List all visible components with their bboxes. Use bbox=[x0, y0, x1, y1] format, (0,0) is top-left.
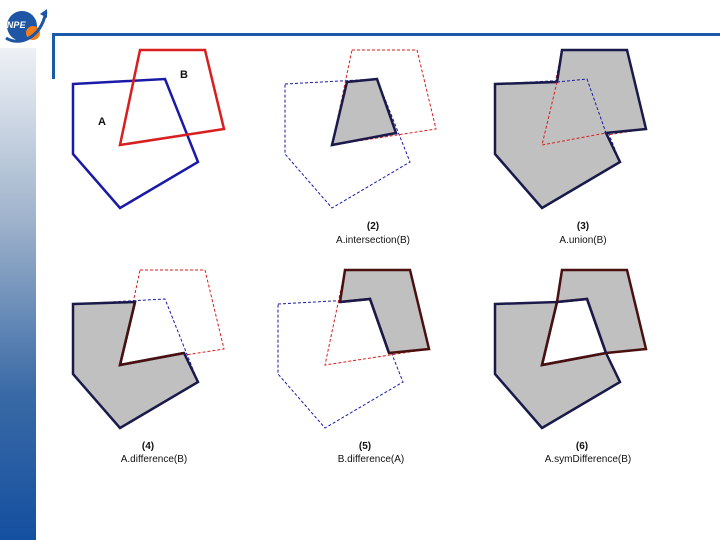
panel-a-difference-b: (4) A.difference(B) bbox=[71, 269, 225, 465]
result-edge-shared-a bbox=[540, 301, 607, 367]
caption-number: (6) bbox=[576, 441, 588, 452]
logo-text: INPE bbox=[4, 20, 26, 30]
label-b: B bbox=[180, 69, 188, 81]
panel-union: (3) A.union(B) bbox=[493, 48, 648, 246]
inpe-swoosh-logo-icon bbox=[5, 9, 48, 43]
inpe-logo: INPE bbox=[0, 0, 52, 48]
label-a: A bbox=[98, 116, 106, 128]
panel-b-difference-a: (5) B.difference(A) bbox=[277, 268, 431, 465]
caption-number: (4) bbox=[142, 441, 154, 452]
caption: A.symDifference(B) bbox=[545, 454, 632, 465]
caption: A.difference(B) bbox=[121, 454, 188, 465]
header-vertical-rule bbox=[52, 33, 55, 79]
polygon-b-outline bbox=[331, 49, 437, 146]
polygon-b-inner-outline bbox=[541, 81, 607, 146]
caption: A.intersection(B) bbox=[336, 235, 410, 246]
result-edge-shared-b bbox=[556, 297, 608, 354]
polygon-a-inner-outline bbox=[556, 78, 607, 134]
panel-intersection: (2) A.intersection(B) bbox=[284, 49, 437, 246]
caption-number: (2) bbox=[367, 221, 379, 232]
result-edge-shared bbox=[118, 301, 185, 367]
result-region bbox=[493, 48, 648, 210]
polygon-b bbox=[118, 48, 226, 147]
result-region bbox=[71, 300, 200, 430]
caption-number: (5) bbox=[359, 441, 371, 452]
panel-original-polygons: A B bbox=[71, 48, 226, 210]
panel-sym-difference: (6) A.symDifference(B) bbox=[493, 268, 648, 465]
header-rule bbox=[52, 33, 720, 36]
result-region bbox=[330, 77, 398, 147]
caption: B.difference(A) bbox=[338, 454, 405, 465]
polygon-a bbox=[71, 77, 200, 210]
caption-number: (3) bbox=[577, 221, 589, 232]
side-gradient-bar bbox=[0, 48, 36, 540]
caption: A.union(B) bbox=[559, 235, 606, 246]
polygon-b-outline bbox=[119, 269, 225, 366]
result-edge-shared bbox=[339, 297, 391, 354]
